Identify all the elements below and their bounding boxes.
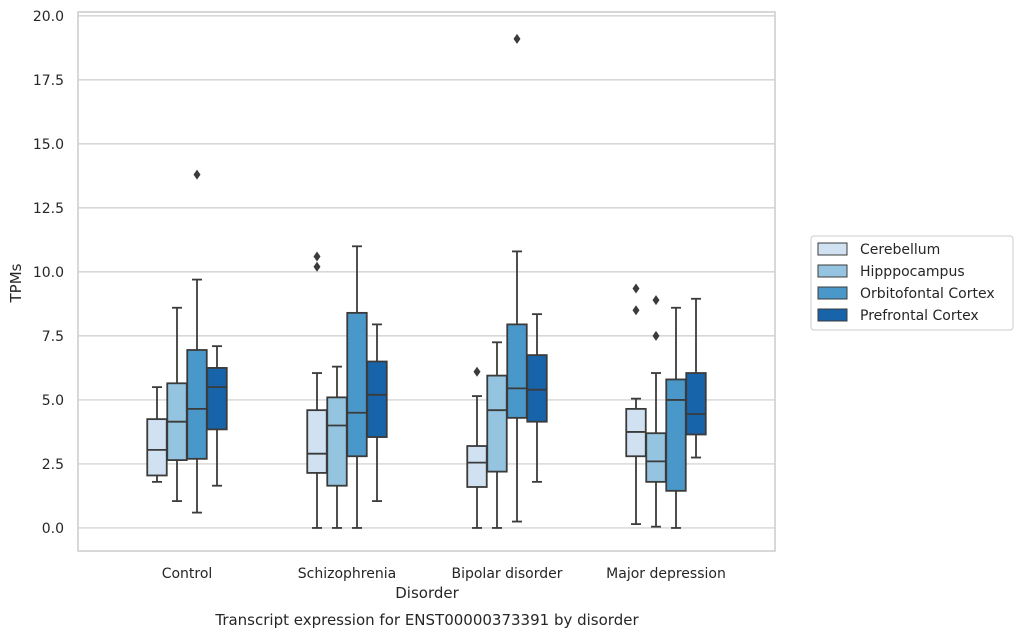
box-prefrontal-cortex-major-depression: [685, 297, 707, 459]
legend-label: Prefrontal Cortex: [860, 308, 979, 324]
x-tick-label: Schizophrenia: [298, 566, 396, 582]
outlier-point: [193, 169, 201, 180]
box-iqr: [186, 349, 208, 460]
x-axis-ticks: Control Schizophrenia Bipolar disorder Majo…: [162, 566, 726, 582]
box-hipppocampus-schizophrenia: [326, 365, 348, 529]
chart-caption: Transcript expression for ENST0000037339…: [214, 611, 639, 629]
legend-label: Orbitofontal Cortex: [860, 286, 995, 302]
legend-frame: [810, 235, 1014, 331]
box-iqr: [346, 311, 368, 458]
legend-label: Cerebellum: [860, 242, 940, 258]
legend-swatch: [817, 308, 848, 322]
outlier-point: [313, 251, 321, 262]
y-tick-label: 17.5: [33, 73, 64, 89]
box-cerebellum-control: [146, 386, 168, 483]
box-iqr: [366, 360, 388, 438]
y-tick-label: 20.0: [33, 9, 64, 25]
legend-swatch: [817, 286, 848, 300]
y-tick-label: 2.5: [42, 457, 64, 473]
outlier-point: [652, 330, 660, 341]
box-iqr: [206, 367, 228, 431]
legend-label: Hipppocampus: [860, 264, 965, 280]
y-tick-label: 15.0: [33, 137, 64, 153]
outlier-point: [313, 261, 321, 272]
y-tick-label: 5.0: [42, 393, 64, 409]
x-axis-label: Disorder: [395, 584, 459, 602]
box-hipppocampus-major-depression: [645, 295, 667, 528]
y-tick-label: 7.5: [42, 329, 64, 345]
x-tick-label: Major depression: [606, 566, 726, 582]
outlier-point: [632, 305, 640, 316]
box-iqr: [685, 372, 707, 436]
box-iqr: [526, 354, 548, 423]
y-axis-label: TPMs: [7, 263, 25, 303]
box-iqr: [306, 409, 328, 474]
box-iqr: [146, 418, 168, 477]
y-tick-label: 0.0: [42, 521, 64, 537]
legend-swatch: [817, 264, 848, 278]
box-prefrontal-cortex-control: [206, 345, 228, 487]
box-iqr: [326, 396, 348, 487]
box-hipppocampus-bipolar-disorder: [486, 341, 508, 529]
x-tick-label: Bipolar disorder: [451, 566, 562, 582]
box-prefrontal-cortex-schizophrenia: [366, 323, 388, 502]
x-tick-label: Control: [162, 566, 213, 582]
y-axis-ticks: 0.0 2.5 5.0 7.5 10.0 12.5 15.0 17.5 20.0: [33, 9, 64, 537]
box-iqr: [506, 323, 528, 419]
box-orbitofontal-cortex-major-depression: [665, 306, 687, 529]
box-iqr: [665, 378, 687, 492]
box-iqr: [645, 432, 667, 483]
box-cerebellum-major-depression: [625, 283, 647, 526]
outlier-point: [473, 366, 481, 377]
plot-frame: [77, 11, 776, 552]
outlier-point: [632, 283, 640, 294]
outlier-point: [513, 33, 521, 44]
legend-swatch: [817, 242, 848, 256]
outlier-point: [652, 295, 660, 306]
box-iqr: [486, 374, 508, 473]
box-cerebellum-bipolar-disorder: [466, 366, 488, 529]
legend: Cerebellum Hipppocampus Orbitofontal Corte…: [810, 235, 1014, 331]
box-orbitofontal-cortex-bipolar-disorder: [506, 33, 528, 523]
box-prefrontal-cortex-bipolar-disorder: [526, 313, 548, 483]
box-orbitofontal-cortex-schizophrenia: [346, 245, 368, 529]
box-hipppocampus-control: [166, 306, 188, 502]
box-cerebellum-schizophrenia: [306, 251, 328, 529]
box-plot-area: [146, 33, 707, 529]
y-tick-label: 12.5: [33, 201, 64, 217]
box-orbitofontal-cortex-control: [186, 169, 208, 514]
box-iqr: [466, 445, 488, 488]
y-tick-label: 10.0: [33, 265, 64, 281]
